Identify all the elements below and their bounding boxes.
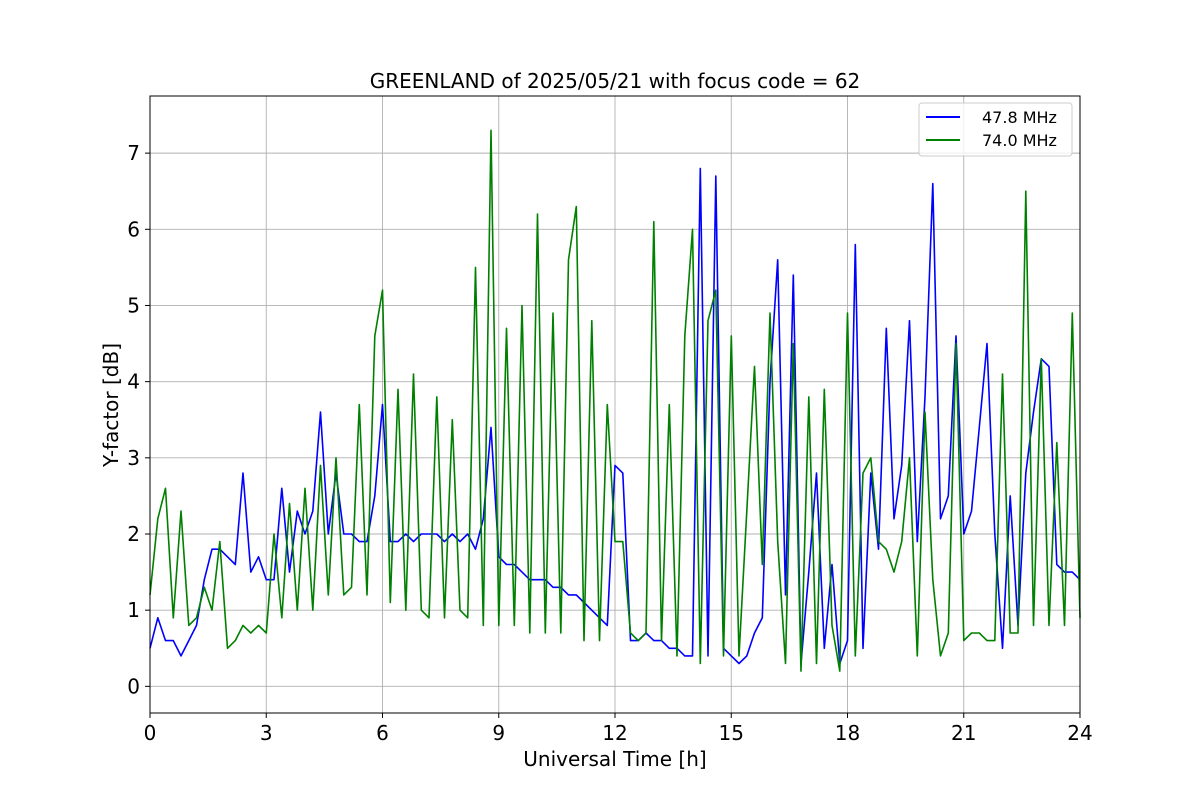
chart-title: GREENLAND of 2025/05/21 with focus code …	[370, 69, 861, 93]
y-tick-label: 5	[127, 293, 140, 317]
series-line-74-0-mhz	[149, 129, 1081, 672]
y-axis-ticks: 0 1 2 3 4 5 6 7	[127, 141, 150, 698]
y-tick-label: 4	[127, 370, 140, 394]
y-tick-label: 3	[127, 446, 140, 470]
x-tick-label: 3	[260, 721, 273, 745]
x-tick-label: 6	[376, 721, 389, 745]
y-tick-label: 6	[127, 217, 140, 241]
legend-label-47-8-mhz: 47.8 MHz	[982, 108, 1057, 127]
x-tick-label: 15	[719, 721, 744, 745]
series-line-47-8-mhz	[149, 167, 1081, 665]
y-tick-label: 2	[127, 522, 140, 546]
series-layer	[149, 129, 1081, 672]
grid-lines	[149, 96, 1081, 713]
legend-label-74-0-mhz: 74.0 MHz	[982, 131, 1057, 150]
y-tick-label: 1	[127, 598, 140, 622]
x-tick-label: 0	[144, 721, 157, 745]
x-axis-label: Universal Time [h]	[523, 747, 706, 771]
y-axis-label: Y-factor [dB]	[99, 343, 123, 468]
x-tick-label: 18	[835, 721, 860, 745]
x-tick-label: 9	[492, 721, 505, 745]
x-tick-label: 24	[1067, 721, 1092, 745]
x-axis-ticks: 0 3 6 9 12 15 18 21 24	[144, 713, 1093, 745]
y-tick-label: 7	[127, 141, 140, 165]
legend: 47.8 MHz 74.0 MHz	[918, 102, 1073, 157]
y-tick-label: 0	[127, 674, 140, 698]
x-tick-label: 12	[602, 721, 627, 745]
x-tick-label: 21	[951, 721, 976, 745]
